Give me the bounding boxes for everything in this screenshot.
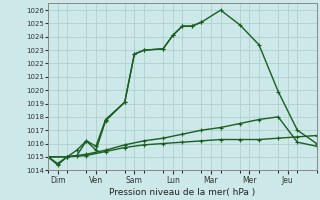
X-axis label: Pression niveau de la mer( hPa ): Pression niveau de la mer( hPa ) [109,188,255,197]
